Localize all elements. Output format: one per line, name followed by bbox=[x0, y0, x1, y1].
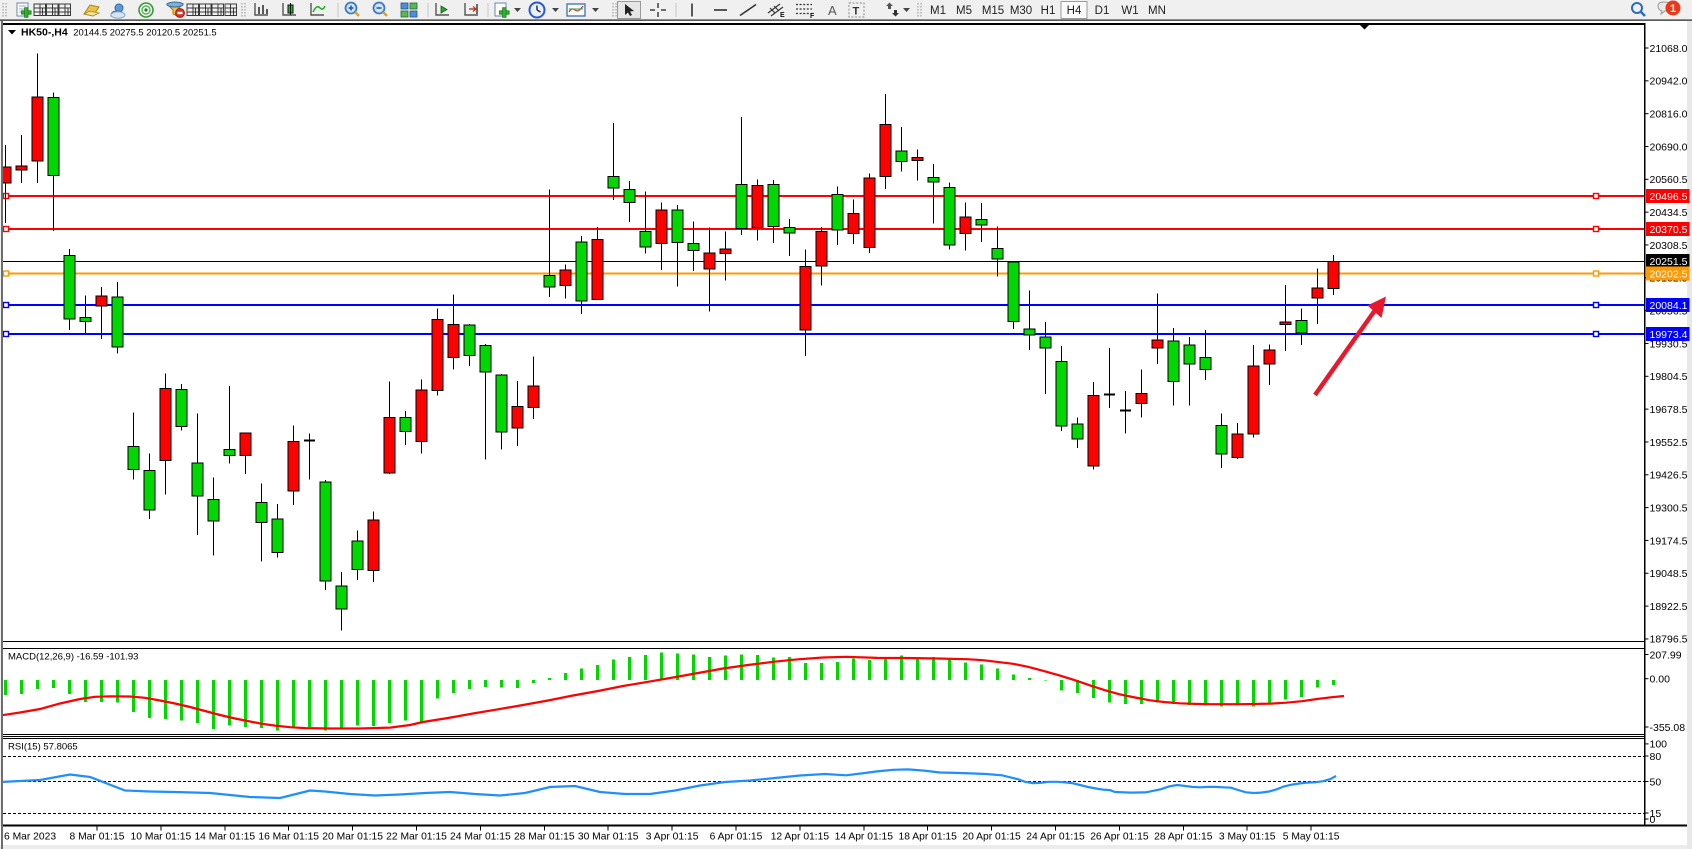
svg-text:16 Mar 01:15: 16 Mar 01:15 bbox=[258, 832, 319, 843]
svg-text:207.99: 207.99 bbox=[1650, 649, 1682, 661]
svg-text:20 Apr 01:15: 20 Apr 01:15 bbox=[962, 832, 1021, 843]
svg-text:21068.0: 21068.0 bbox=[1650, 43, 1688, 55]
svg-text:12 Apr 01:15: 12 Apr 01:15 bbox=[771, 832, 830, 843]
svg-text:19174.5: 19174.5 bbox=[1650, 535, 1688, 547]
svg-text:15: 15 bbox=[1650, 808, 1662, 820]
svg-text:18922.5: 18922.5 bbox=[1650, 601, 1688, 613]
svg-text:19930.5: 19930.5 bbox=[1650, 338, 1688, 350]
svg-text:0: 0 bbox=[1650, 814, 1656, 826]
svg-text:20084.1: 20084.1 bbox=[1650, 300, 1688, 312]
svg-text:6 Apr 01:15: 6 Apr 01:15 bbox=[710, 832, 763, 843]
svg-text:D1: D1 bbox=[1095, 5, 1110, 17]
svg-text:H1: H1 bbox=[1041, 5, 1056, 17]
svg-text:8 Mar 01:15: 8 Mar 01:15 bbox=[70, 832, 125, 843]
svg-text:20942.0: 20942.0 bbox=[1650, 76, 1688, 88]
svg-text:HK50-,H4 20144.5 20275.5 2012: HK50-,H4 20144.5 20275.5 20120.5 20251.5 bbox=[21, 26, 217, 38]
svg-text:20496.5: 20496.5 bbox=[1650, 191, 1688, 203]
svg-text:0.00: 0.00 bbox=[1650, 674, 1671, 686]
svg-text:-355.08: -355.08 bbox=[1650, 722, 1686, 734]
svg-text:20308.5: 20308.5 bbox=[1650, 240, 1688, 252]
svg-text:18 Apr 01:15: 18 Apr 01:15 bbox=[898, 832, 957, 843]
svg-text:M30: M30 bbox=[1010, 5, 1032, 17]
svg-text:M15: M15 bbox=[982, 5, 1004, 17]
svg-text:19048.5: 19048.5 bbox=[1650, 568, 1688, 580]
svg-text:MN: MN bbox=[1148, 5, 1166, 17]
svg-text:19426.5: 19426.5 bbox=[1650, 470, 1688, 482]
svg-text:H4: H4 bbox=[1067, 5, 1082, 17]
svg-text:E: E bbox=[780, 12, 785, 19]
svg-text:MACD(12,26,9) -16.59 -101.93: MACD(12,26,9) -16.59 -101.93 bbox=[8, 652, 138, 663]
svg-text:22 Mar 01:15: 22 Mar 01:15 bbox=[386, 832, 447, 843]
svg-text:3 May 01:15: 3 May 01:15 bbox=[1219, 832, 1276, 843]
svg-text:T: T bbox=[853, 6, 860, 18]
svg-text:6 Mar 2023: 6 Mar 2023 bbox=[4, 832, 56, 843]
svg-text:80: 80 bbox=[1650, 751, 1662, 763]
svg-text:14 Mar 01:15: 14 Mar 01:15 bbox=[194, 832, 255, 843]
svg-text:19300.5: 19300.5 bbox=[1650, 502, 1688, 514]
svg-text:20560.5: 20560.5 bbox=[1650, 174, 1688, 186]
svg-text:20690.0: 20690.0 bbox=[1650, 141, 1688, 153]
svg-text:A: A bbox=[828, 3, 837, 18]
svg-text:18796.5: 18796.5 bbox=[1650, 634, 1688, 646]
svg-text:20434.5: 20434.5 bbox=[1650, 207, 1688, 219]
svg-text:RSI(15) 57.8065: RSI(15) 57.8065 bbox=[8, 742, 78, 753]
svg-text:26 Apr 01:15: 26 Apr 01:15 bbox=[1090, 832, 1149, 843]
svg-text:30 Mar 01:15: 30 Mar 01:15 bbox=[578, 832, 639, 843]
svg-text:5 May 01:15: 5 May 01:15 bbox=[1283, 832, 1340, 843]
svg-text:19552.5: 19552.5 bbox=[1650, 437, 1688, 449]
svg-text:24 Apr 01:15: 24 Apr 01:15 bbox=[1026, 832, 1085, 843]
svg-text:20370.5: 20370.5 bbox=[1650, 224, 1688, 236]
svg-text:1: 1 bbox=[1670, 3, 1676, 15]
svg-text:19973.4: 19973.4 bbox=[1650, 329, 1688, 341]
svg-text:M5: M5 bbox=[956, 5, 972, 17]
svg-text:20 Mar 01:15: 20 Mar 01:15 bbox=[322, 832, 383, 843]
svg-text:19678.5: 19678.5 bbox=[1650, 404, 1688, 416]
svg-text:24 Mar 01:15: 24 Mar 01:15 bbox=[450, 832, 511, 843]
svg-text:20251.5: 20251.5 bbox=[1650, 256, 1688, 268]
svg-text:3 Apr 01:15: 3 Apr 01:15 bbox=[646, 832, 699, 843]
svg-text:28 Mar 01:15: 28 Mar 01:15 bbox=[514, 832, 575, 843]
svg-text:50: 50 bbox=[1650, 776, 1662, 788]
svg-text:28 Apr 01:15: 28 Apr 01:15 bbox=[1154, 832, 1213, 843]
svg-text:100: 100 bbox=[1650, 739, 1668, 751]
svg-text:20816.0: 20816.0 bbox=[1650, 108, 1688, 120]
svg-text:10 Mar 01:15: 10 Mar 01:15 bbox=[131, 832, 192, 843]
svg-text:F: F bbox=[810, 13, 815, 20]
svg-text:14 Apr 01:15: 14 Apr 01:15 bbox=[835, 832, 894, 843]
svg-text:20202.5: 20202.5 bbox=[1650, 268, 1688, 280]
svg-text:W1: W1 bbox=[1121, 5, 1138, 17]
svg-text:19804.5: 19804.5 bbox=[1650, 371, 1688, 383]
svg-text:M1: M1 bbox=[930, 5, 946, 17]
